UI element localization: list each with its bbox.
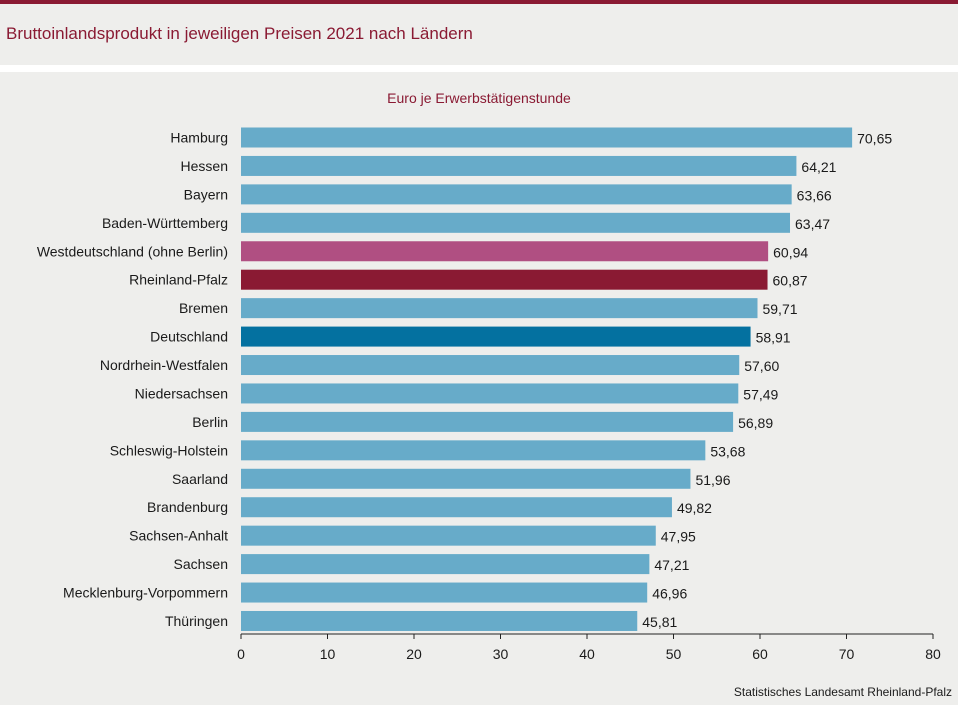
bar-thueringen	[241, 610, 638, 631]
category-label-nordrhein-westfalen: Nordrhein-Westfalen	[100, 357, 228, 373]
category-label-brandenburg: Brandenburg	[147, 499, 228, 515]
bar-niedersachsen	[241, 383, 739, 404]
value-label-saarland: 51,96	[695, 472, 730, 488]
x-tick-label-0: 0	[237, 646, 245, 662]
bar-brandenburg	[241, 497, 672, 518]
header-divider	[0, 65, 958, 72]
bar-saarland	[241, 468, 691, 489]
category-label-bremen: Bremen	[179, 300, 228, 316]
x-tick-label-20: 20	[406, 646, 422, 662]
bar-schleswig-holstein	[241, 440, 706, 461]
value-label-rheinland-pfalz: 60,87	[773, 273, 808, 289]
bar-mecklenburg-vorpommern	[241, 582, 648, 603]
category-label-thueringen: Thüringen	[165, 613, 228, 629]
value-label-niedersachsen: 57,49	[743, 386, 778, 402]
value-label-nordrhein-westfalen: 57,60	[744, 358, 779, 374]
bar-sachsen	[241, 554, 650, 575]
value-label-deutschland: 58,91	[756, 330, 791, 346]
value-label-baden-wuerttemberg: 63,47	[795, 216, 830, 232]
value-label-berlin: 56,89	[738, 415, 773, 431]
bar-baden-wuerttemberg	[241, 212, 791, 233]
bar-hessen	[241, 155, 797, 176]
category-label-sachsen-anhalt: Sachsen-Anhalt	[129, 528, 228, 544]
x-axis: 0 10 20 30 40 50 60 70 80	[237, 633, 941, 662]
x-tick-label-60: 60	[752, 646, 768, 662]
bar-hamburg	[241, 127, 853, 148]
value-label-brandenburg: 49,82	[677, 500, 712, 516]
top-accent-bar	[0, 0, 958, 4]
bar-bremen	[241, 298, 758, 319]
x-tick-label-30: 30	[493, 646, 509, 662]
category-label-bayern: Bayern	[184, 186, 228, 202]
category-label-hessen: Hessen	[181, 158, 228, 174]
category-label-mecklenburg-vorpommern: Mecklenburg-Vorpommern	[63, 585, 228, 601]
value-label-thueringen: 45,81	[642, 614, 677, 630]
source-note: Statistisches Landesamt Rheinland-Pfalz	[733, 685, 952, 699]
category-label-saarland: Saarland	[172, 471, 228, 487]
category-label-hamburg: Hamburg	[170, 130, 228, 146]
category-label-deutschland: Deutschland	[150, 329, 228, 345]
value-label-bremen: 59,71	[762, 301, 797, 317]
page-title: Bruttoinlandsprodukt in jeweiligen Preis…	[6, 24, 473, 43]
value-label-bayern: 63,66	[797, 187, 832, 203]
value-label-hamburg: 70,65	[857, 131, 892, 147]
x-tick-label-70: 70	[839, 646, 855, 662]
value-label-sachsen-anhalt: 47,95	[661, 529, 696, 545]
bars-group: Hamburg 70,65 Hessen 64,21 Bayern 63,66 Baden-…	[37, 127, 892, 631]
bar-nordrhein-westfalen	[241, 355, 740, 376]
category-label-niedersachsen: Niedersachsen	[135, 385, 228, 401]
bar-deutschland	[241, 326, 751, 347]
value-label-westdeutschland-ohne-berlin: 60,94	[773, 244, 808, 260]
value-label-mecklenburg-vorpommern: 46,96	[652, 586, 687, 602]
bar-westdeutschland-ohne-berlin	[241, 241, 769, 262]
category-label-sachsen: Sachsen	[174, 556, 228, 572]
x-tick-label-80: 80	[925, 646, 941, 662]
value-label-hessen: 64,21	[801, 159, 836, 175]
x-tick-label-40: 40	[579, 646, 595, 662]
bar-sachsen-anhalt	[241, 525, 656, 546]
chart-subtitle: Euro je Erwerbstätigenstunde	[387, 90, 571, 106]
value-label-sachsen: 47,21	[654, 557, 689, 573]
category-label-rheinland-pfalz: Rheinland-Pfalz	[129, 272, 228, 288]
x-tick-label-50: 50	[666, 646, 682, 662]
category-label-westdeutschland-ohne-berlin: Westdeutschland (ohne Berlin)	[37, 243, 228, 259]
category-label-baden-wuerttemberg: Baden-Württemberg	[102, 215, 228, 231]
bar-bayern	[241, 184, 792, 205]
category-label-schleswig-holstein: Schleswig-Holstein	[110, 442, 228, 458]
bar-berlin	[241, 411, 734, 432]
bar-rheinland-pfalz	[241, 269, 768, 290]
value-label-schleswig-holstein: 53,68	[710, 443, 745, 459]
x-tick-label-10: 10	[320, 646, 336, 662]
category-label-berlin: Berlin	[192, 414, 228, 430]
